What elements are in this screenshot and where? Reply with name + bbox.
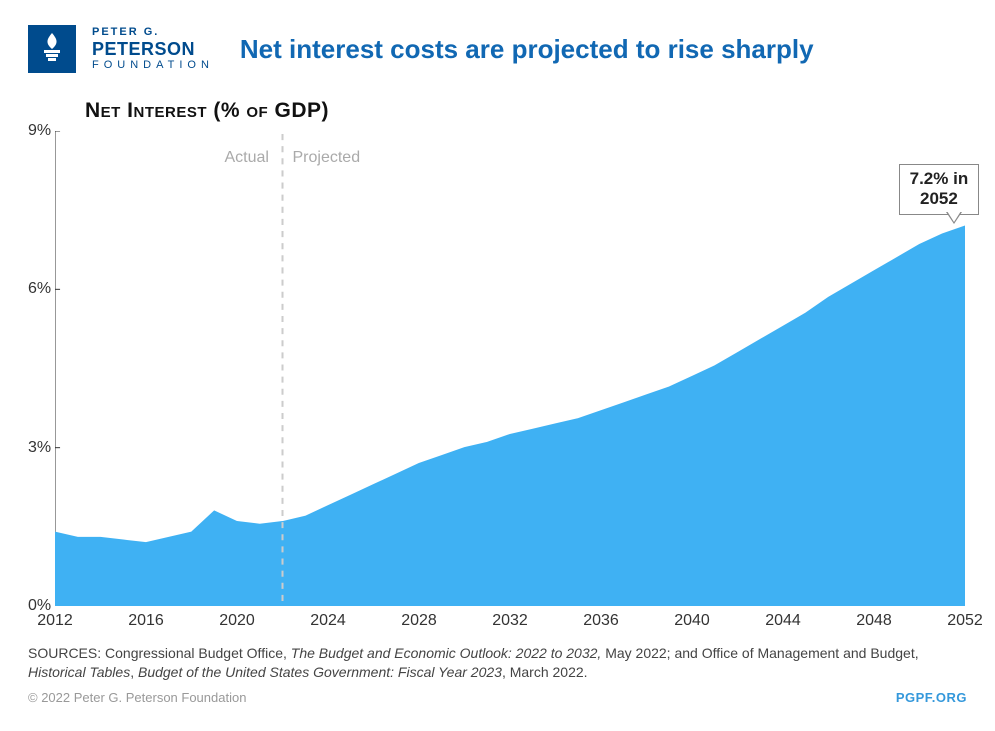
x-tick-label: 2028 (401, 612, 437, 630)
x-tick-label: 2052 (947, 612, 983, 630)
x-tick-label: 2048 (856, 612, 892, 630)
x-tick-label: 2016 (128, 612, 164, 630)
logo-text: PETER G. PETERSON FOUNDATION (92, 27, 214, 71)
callout-line1: 7.2% in (910, 169, 969, 188)
x-tick-label: 2020 (219, 612, 255, 630)
callout-tail-fill (947, 211, 961, 222)
y-tick-label: 9% (28, 122, 53, 140)
actual-label: Actual (225, 149, 269, 167)
src-em3: Budget of the United States Government: … (138, 664, 502, 680)
projected-label: Projected (293, 149, 361, 167)
chart-subtitle: Net Interest (% of GDP) (85, 99, 329, 123)
org-link[interactable]: PGPF.ORG (896, 690, 967, 705)
callout-label: 7.2% in2052 (899, 164, 980, 215)
src-mid1: May 2022; and Office of Management and B… (601, 645, 918, 661)
torch-icon (37, 31, 67, 67)
x-tick-label: 2040 (674, 612, 710, 630)
plot-area (55, 131, 965, 606)
page-title: Net interest costs are projected to rise… (240, 34, 814, 65)
y-tick-label: 6% (28, 280, 53, 298)
src-prefix: SOURCES: Congressional Budget Office, (28, 645, 291, 661)
x-tick-label: 2044 (765, 612, 801, 630)
x-tick-label: 2024 (310, 612, 346, 630)
header: PETER G. PETERSON FOUNDATION Net interes… (0, 0, 995, 83)
src-mid2: , (130, 664, 138, 680)
meta-row: © 2022 Peter G. Peterson Foundation PGPF… (0, 682, 995, 705)
chart-container: Net Interest (% of GDP) 0%3%6%9%20122016… (0, 83, 995, 638)
logo-icon (28, 25, 76, 73)
sources-line: SOURCES: Congressional Budget Office, Th… (0, 638, 995, 682)
logo-line1: PETER G. (92, 27, 214, 38)
copyright: © 2022 Peter G. Peterson Foundation (28, 690, 246, 705)
y-tick-label: 3% (28, 439, 53, 457)
x-tick-label: 2012 (37, 612, 73, 630)
logo-line2: PETERSON (92, 40, 214, 58)
src-em2: Historical Tables (28, 664, 130, 680)
src-end: , March 2022. (502, 664, 588, 680)
x-tick-label: 2032 (492, 612, 528, 630)
x-tick-label: 2036 (583, 612, 619, 630)
logo-line3: FOUNDATION (92, 60, 214, 71)
src-em1: The Budget and Economic Outlook: 2022 to… (291, 645, 602, 661)
callout-line2: 2052 (920, 189, 958, 208)
chart-svg (55, 131, 965, 606)
